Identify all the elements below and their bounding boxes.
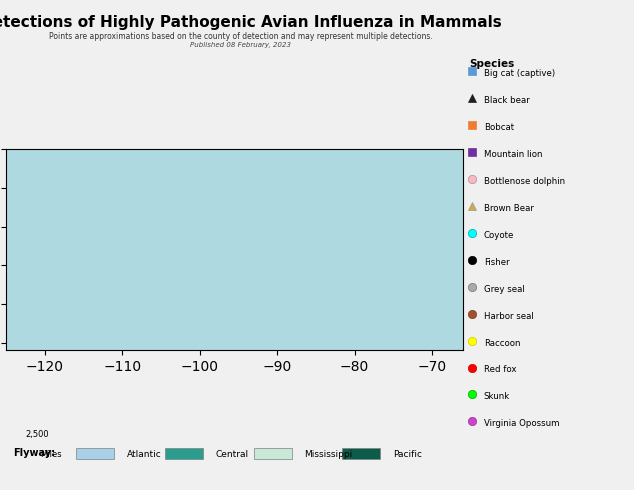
Text: Published 08 February, 2023: Published 08 February, 2023 (190, 42, 292, 48)
Text: Bottlenose dolphin: Bottlenose dolphin (484, 177, 565, 186)
Text: Grey seal: Grey seal (484, 285, 524, 294)
Text: Species: Species (469, 59, 514, 69)
Text: Atlantic: Atlantic (127, 450, 162, 459)
Text: Bobcat: Bobcat (484, 123, 514, 132)
Text: Skunk: Skunk (484, 392, 510, 401)
Text: Miles: Miles (40, 450, 61, 459)
Text: Black bear: Black bear (484, 96, 529, 105)
Text: Flyway:: Flyway: (13, 448, 55, 458)
Text: Virginia Opossum: Virginia Opossum (484, 419, 559, 428)
Text: Detections of Highly Pathogenic Avian Influenza in Mammals: Detections of Highly Pathogenic Avian In… (0, 15, 501, 30)
Text: Central: Central (216, 450, 249, 459)
Text: Red fox: Red fox (484, 366, 516, 374)
Text: Raccoon: Raccoon (484, 339, 521, 347)
Text: Brown Bear: Brown Bear (484, 204, 534, 213)
Text: Harbor seal: Harbor seal (484, 312, 533, 320)
Text: Big cat (captive): Big cat (captive) (484, 69, 555, 78)
Text: Mississippi: Mississippi (304, 450, 353, 459)
Text: Fisher: Fisher (484, 258, 509, 267)
Text: Points are approximations based on the county of detection and may represent mul: Points are approximations based on the c… (49, 32, 433, 41)
Text: Pacific: Pacific (393, 450, 422, 459)
Text: Coyote: Coyote (484, 231, 514, 240)
Text: 2,500: 2,500 (25, 430, 49, 439)
Text: Mountain lion: Mountain lion (484, 150, 542, 159)
